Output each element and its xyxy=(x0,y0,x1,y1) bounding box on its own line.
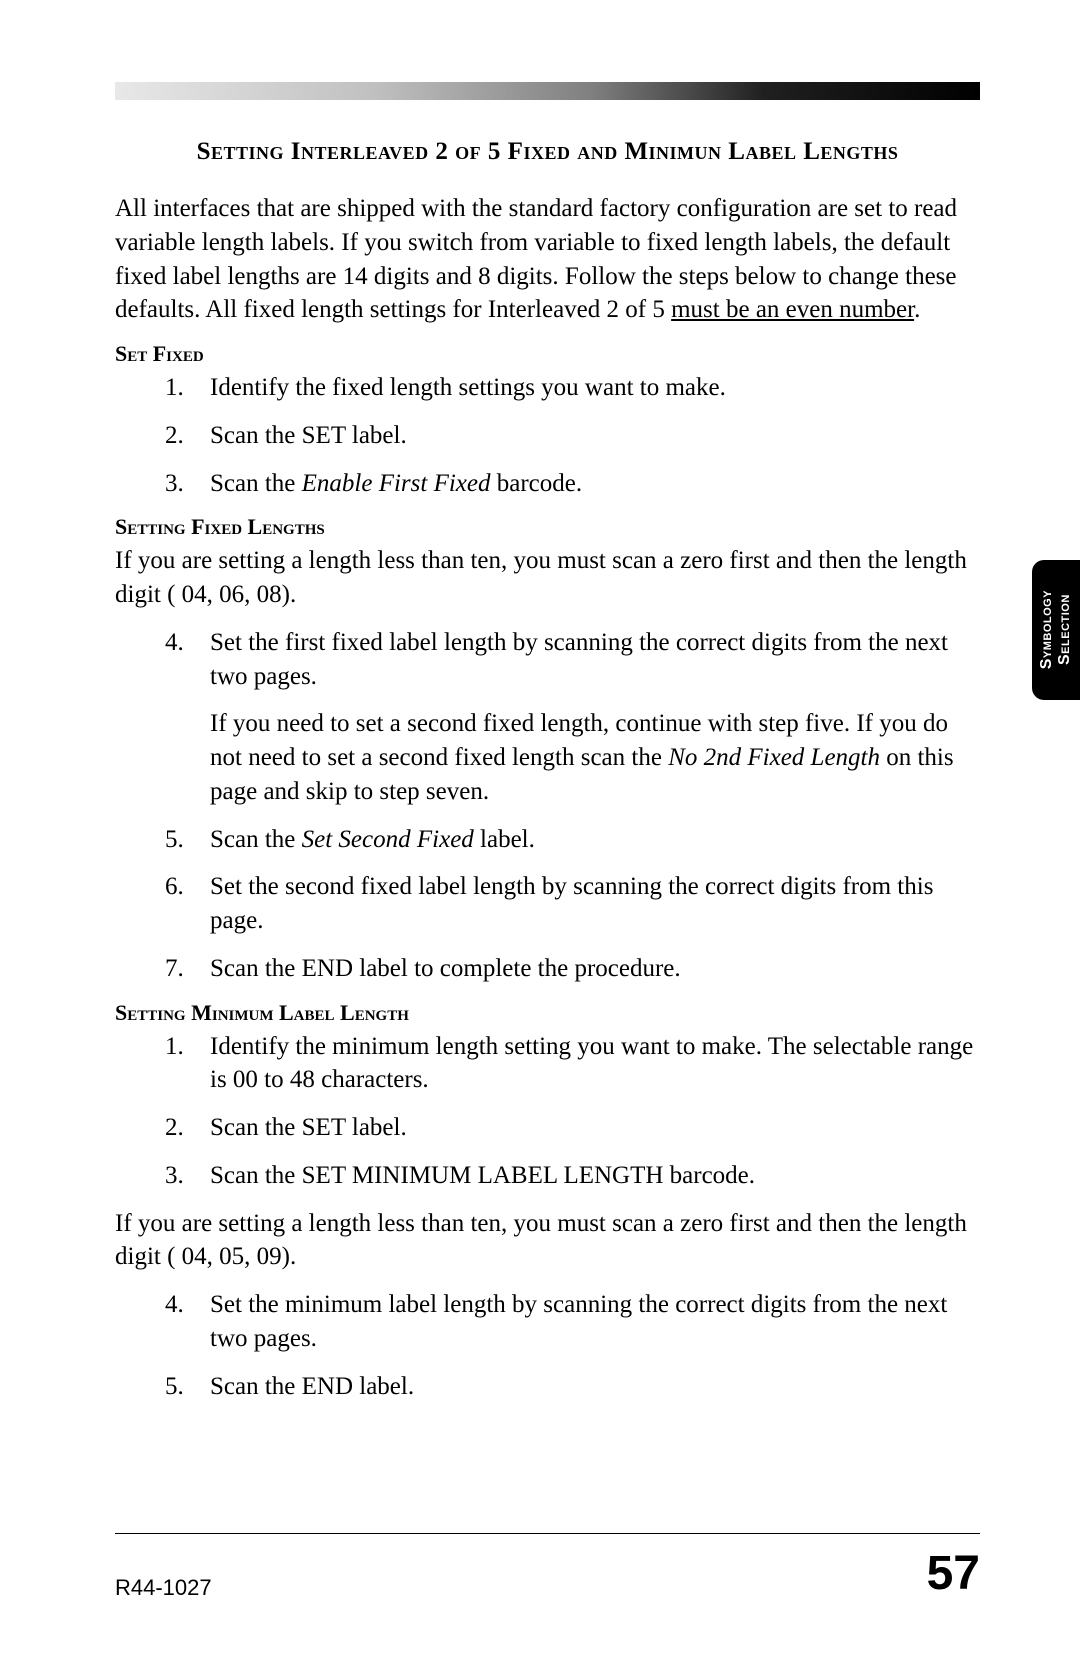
fixed-lengths-list: 4. Set the first fixed label length by sc… xyxy=(115,626,980,694)
footer: R44-1027 57 xyxy=(115,1533,980,1601)
item-text: Set the second fixed label length by sca… xyxy=(210,873,933,934)
page-number: 57 xyxy=(927,1546,980,1601)
list-item: 5. Scan the Set Second Fixed label. xyxy=(115,823,980,857)
sub-paragraph: If you need to set a second fixed length… xyxy=(115,707,980,808)
list-item: 2. Scan the SET label. xyxy=(115,419,980,453)
side-tab-line1: Symbology xyxy=(1038,590,1055,669)
intro-text-2: . xyxy=(914,296,920,323)
item-text: Scan the SET label. xyxy=(210,422,407,449)
item-text-pre: Scan the xyxy=(210,826,302,853)
list-item: 7. Scan the END label to complete the pro… xyxy=(115,952,980,986)
minimum-list-2: 4. Set the minimum label length by scanni… xyxy=(115,1288,980,1403)
list-item: 6. Set the second fixed label length by s… xyxy=(115,870,980,938)
side-tab-text: Symbology Selection xyxy=(1038,590,1073,669)
item-text: Scan the SET label. xyxy=(210,1114,407,1141)
header-gradient-bar xyxy=(115,82,980,100)
item-text: Identify the fixed length settings you w… xyxy=(210,374,726,401)
list-item: 1. Identify the minimum length setting yo… xyxy=(115,1030,980,1098)
list-item: 3. Scan the SET MINIMUM LABEL LENGTH barc… xyxy=(115,1159,980,1193)
sub-text-italic: No 2nd Fixed Length xyxy=(668,744,880,771)
item-number: 4. xyxy=(165,626,184,660)
item-text-pre: Scan the xyxy=(210,470,302,497)
item-number: 3. xyxy=(165,1159,184,1193)
item-number: 2. xyxy=(165,1111,184,1145)
subhead-setting-fixed-lengths: Setting Fixed Lengths xyxy=(115,514,980,540)
item-text-post: label. xyxy=(474,826,535,853)
list-item: 4. Set the first fixed label length by sc… xyxy=(115,626,980,694)
set-fixed-list: 1. Identify the fixed length settings you… xyxy=(115,371,980,500)
page: Setting Interleaved 2 of 5 Fixed and Min… xyxy=(0,0,1080,1477)
item-number: 4. xyxy=(165,1288,184,1322)
item-number: 1. xyxy=(165,371,184,405)
item-text: Set the first fixed label length by scan… xyxy=(210,629,948,690)
fixed-lengths-lead: If you are setting a length less than te… xyxy=(115,544,980,612)
item-text-post: barcode. xyxy=(490,470,582,497)
item-text-italic: Set Second Fixed xyxy=(302,826,474,853)
minimum-mid-paragraph: If you are setting a length less than te… xyxy=(115,1207,980,1275)
item-number: 6. xyxy=(165,870,184,904)
side-tab-line2: Selection xyxy=(1056,595,1073,666)
side-tab: Symbology Selection xyxy=(1032,560,1080,700)
footer-divider xyxy=(115,1533,980,1534)
list-item: 5. Scan the END label. xyxy=(115,1370,980,1404)
item-text: Scan the SET MINIMUM LABEL LENGTH barcod… xyxy=(210,1162,755,1189)
item-number: 1. xyxy=(165,1030,184,1064)
item-text: Identify the minimum length setting you … xyxy=(210,1033,973,1094)
list-item: 4. Set the minimum label length by scanni… xyxy=(115,1288,980,1356)
subhead-set-fixed: Set Fixed xyxy=(115,341,980,367)
item-number: 5. xyxy=(165,823,184,857)
item-text: Scan the END label to complete the proce… xyxy=(210,955,681,982)
list-item: 3. Scan the Enable First Fixed barcode. xyxy=(115,467,980,501)
page-title: Setting Interleaved 2 of 5 Fixed and Min… xyxy=(115,138,980,166)
footer-row: R44-1027 57 xyxy=(115,1546,980,1601)
item-number: 2. xyxy=(165,419,184,453)
item-text: Set the minimum label length by scanning… xyxy=(210,1291,947,1352)
document-id: R44-1027 xyxy=(115,1575,212,1601)
list-item: 2. Scan the SET label. xyxy=(115,1111,980,1145)
item-text-italic: Enable First Fixed xyxy=(302,470,491,497)
minimum-list-1: 1. Identify the minimum length setting yo… xyxy=(115,1030,980,1193)
subhead-setting-minimum: Setting Minimum Label Length xyxy=(115,1000,980,1026)
intro-underline: must be an even number xyxy=(671,296,914,323)
item-number: 7. xyxy=(165,952,184,986)
item-number: 3. xyxy=(165,467,184,501)
intro-paragraph: All interfaces that are shipped with the… xyxy=(115,192,980,327)
list-item: 1. Identify the fixed length settings you… xyxy=(115,371,980,405)
fixed-lengths-list-cont: 5. Scan the Set Second Fixed label. 6. Set… xyxy=(115,823,980,986)
item-text: Scan the END label. xyxy=(210,1373,414,1400)
item-number: 5. xyxy=(165,1370,184,1404)
